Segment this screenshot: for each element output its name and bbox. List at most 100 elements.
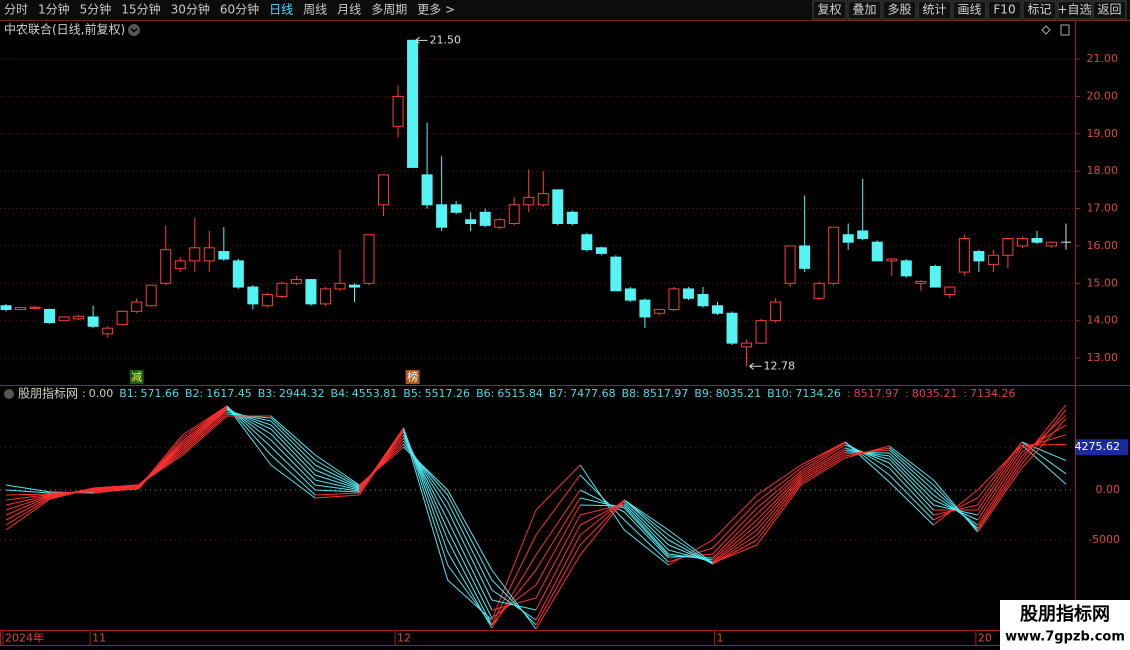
legend-separator: : bbox=[272, 387, 276, 400]
period-tab[interactable]: 1分钟 bbox=[38, 2, 70, 17]
toolbar-button-label[interactable]: 多股 bbox=[887, 3, 911, 17]
line-segment bbox=[315, 492, 360, 496]
date-axis bbox=[0, 630, 1130, 646]
indicator-line bbox=[5, 415, 1067, 630]
period-tab[interactable]: 周线 bbox=[303, 3, 327, 17]
period-tab[interactable]: 分时 bbox=[4, 3, 28, 17]
line-segment bbox=[182, 405, 228, 442]
line-segment bbox=[977, 463, 1023, 531]
legend-value: 5517.26 bbox=[425, 387, 471, 400]
diamond-icon[interactable] bbox=[1041, 25, 1051, 35]
candle-body bbox=[552, 189, 564, 225]
toolbar-button-label[interactable]: F10 bbox=[993, 3, 1015, 17]
period-tab[interactable]: 5分钟 bbox=[80, 2, 112, 17]
toolbar-button-label[interactable]: 叠加 bbox=[852, 3, 876, 17]
line-segment bbox=[888, 474, 934, 521]
toolbar-button[interactable] bbox=[1092, 0, 1127, 20]
candle-body bbox=[682, 288, 694, 299]
event-marker-label[interactable]: 榜 bbox=[407, 370, 418, 384]
candle-body bbox=[87, 316, 99, 327]
line-segment bbox=[315, 479, 360, 491]
event-marker[interactable] bbox=[129, 370, 144, 384]
toolbar-button-label[interactable]: 标记 bbox=[1027, 3, 1051, 17]
toolbar-button-label[interactable]: 统计 bbox=[922, 3, 946, 17]
watermark-url: www.7gpzb.com bbox=[1005, 630, 1125, 645]
line-segment bbox=[182, 413, 228, 454]
title-icon[interactable] bbox=[128, 24, 140, 36]
line-segment bbox=[403, 429, 449, 581]
toolbar-button-label[interactable]: 复权 bbox=[817, 3, 841, 17]
period-tab[interactable]: 30分钟 bbox=[171, 2, 210, 17]
legend-name: B9 bbox=[694, 387, 709, 400]
line-segment bbox=[447, 551, 493, 629]
legend-value: 7134.26 bbox=[795, 387, 841, 400]
toolbar-button[interactable] bbox=[1057, 0, 1092, 20]
toolbar-button[interactable] bbox=[952, 0, 987, 20]
line-segment bbox=[270, 420, 316, 466]
period-tab[interactable]: 15分钟 bbox=[121, 2, 160, 17]
line-segment bbox=[94, 487, 139, 492]
candle-body bbox=[929, 265, 941, 288]
y-tick-label: 15.00 bbox=[1087, 276, 1119, 289]
line-segment bbox=[314, 469, 360, 489]
legend-name: B3 bbox=[258, 387, 273, 400]
event-marker-label[interactable]: 减 bbox=[131, 371, 142, 384]
line-segment bbox=[5, 495, 51, 516]
line-segment bbox=[756, 474, 802, 521]
candle-body bbox=[857, 230, 869, 239]
line-segment bbox=[447, 529, 493, 619]
legend-value: 8517.97 bbox=[854, 387, 900, 400]
line-segment bbox=[623, 507, 669, 557]
line-segment bbox=[5, 498, 51, 531]
toolbar-button[interactable] bbox=[882, 0, 917, 20]
period-tab[interactable]: 60分钟 bbox=[220, 2, 259, 17]
candle-body bbox=[232, 260, 244, 288]
toolbar-button[interactable] bbox=[812, 0, 847, 20]
toolbar-button[interactable] bbox=[1022, 0, 1057, 20]
x-tick-label: 2024年 bbox=[5, 631, 44, 645]
chart-title: 中农联合(日线,前复权) bbox=[4, 22, 125, 37]
line-segment bbox=[889, 445, 934, 481]
candle-body bbox=[218, 251, 230, 260]
candle-body bbox=[842, 234, 854, 243]
y-tick-label: 13.00 bbox=[1087, 351, 1119, 364]
x-tick-label: 11 bbox=[92, 632, 106, 645]
period-tab[interactable]: 更多 > bbox=[417, 3, 455, 17]
line-segment bbox=[5, 497, 51, 526]
candle-body bbox=[363, 234, 375, 284]
y-tick-label: 21.00 bbox=[1087, 52, 1119, 65]
toolbar-button[interactable] bbox=[847, 0, 882, 20]
line-segment bbox=[712, 513, 758, 559]
line-segment bbox=[844, 441, 890, 483]
toolbar-button[interactable] bbox=[987, 0, 1022, 20]
line-segment bbox=[668, 529, 713, 564]
legend-separator: : bbox=[134, 387, 138, 400]
dropdown-circle[interactable] bbox=[128, 24, 140, 36]
line-segment bbox=[977, 444, 1023, 511]
toolbar-button[interactable] bbox=[917, 0, 952, 20]
line-segment bbox=[447, 519, 493, 611]
indicator-title: 股朋指标网 bbox=[18, 386, 78, 401]
line-segment bbox=[712, 501, 758, 549]
line-segment bbox=[888, 458, 934, 506]
period-tab[interactable]: 月线 bbox=[337, 3, 361, 17]
toolbar-button-label[interactable]: 画线 bbox=[957, 3, 981, 17]
line-segment bbox=[712, 529, 758, 564]
panel-icon[interactable] bbox=[1060, 24, 1070, 36]
indicator-icon[interactable] bbox=[4, 389, 14, 399]
period-tab[interactable]: 日线 bbox=[269, 3, 293, 17]
candle-body bbox=[697, 294, 709, 307]
legend-separator: : bbox=[789, 387, 793, 400]
event-marker[interactable] bbox=[405, 370, 420, 384]
toolbar-button-label[interactable]: +自选 bbox=[1057, 3, 1091, 17]
line-segment bbox=[712, 519, 758, 561]
line-segment bbox=[977, 441, 1023, 499]
legend-name: B1 bbox=[119, 387, 134, 400]
line-segment bbox=[888, 452, 934, 496]
period-tab[interactable]: 多周期 bbox=[371, 3, 407, 17]
watermark-box bbox=[1000, 600, 1130, 650]
toolbar-button-label[interactable]: 返回 bbox=[1097, 3, 1121, 17]
line-segment bbox=[800, 451, 846, 480]
line-segment bbox=[888, 462, 934, 511]
line-segment bbox=[888, 449, 934, 491]
